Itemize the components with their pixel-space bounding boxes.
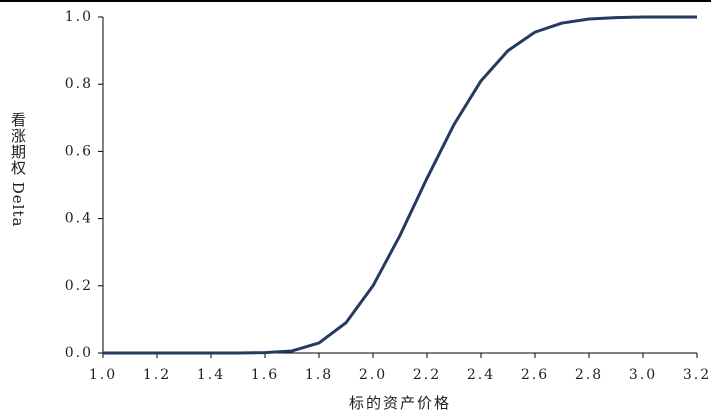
y-tick-label: 0.6 [65, 143, 93, 159]
x-tick-label: 1.2 [143, 367, 171, 383]
y-tick-label: 0.4 [65, 211, 93, 227]
y-tick-label: 0.0 [65, 345, 93, 361]
x-tick-label: 3.2 [683, 367, 711, 383]
y-tick-label: 0.2 [65, 278, 93, 294]
x-axis-label: 标的资产价格 [349, 394, 451, 412]
x-tick-label: 2.2 [413, 367, 441, 383]
x-tick-label: 1.0 [89, 367, 117, 383]
x-tick-label: 2.0 [359, 367, 387, 383]
y-tick-label: 1.0 [65, 9, 93, 25]
x-tick-label: 1.4 [197, 367, 225, 383]
x-tick-label: 2.6 [521, 367, 549, 383]
x-tick-label: 2.8 [575, 367, 603, 383]
delta-line [103, 15, 697, 355]
x-tick-label: 3.0 [629, 367, 657, 383]
x-tick-label: 2.4 [467, 367, 495, 383]
x-tick-label: 1.8 [305, 367, 333, 383]
y-axis-label: 看涨期权 Delta [9, 112, 27, 228]
x-tick-label: 1.6 [251, 367, 279, 383]
y-tick-label: 0.8 [65, 76, 93, 92]
